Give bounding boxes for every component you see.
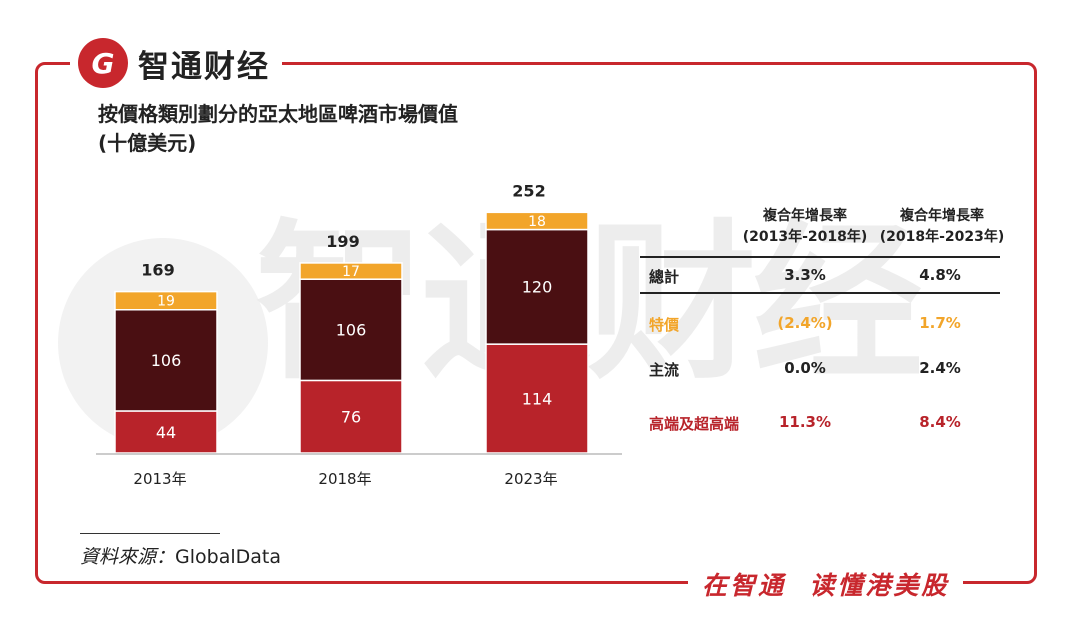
- brand-logo-icon: G: [78, 38, 128, 88]
- row-premium-v1: 11.3%: [778, 413, 832, 431]
- source-rule: [80, 533, 220, 534]
- row-total-v1: 3.3%: [784, 266, 826, 284]
- row-mainstream-v1: 0.0%: [784, 359, 826, 377]
- bar-label-discount-0: 19: [157, 294, 175, 310]
- cagr-header-col2: 複合年增長率 (2018年-2023年): [872, 206, 1012, 248]
- cagr-header-col2-line1: 複合年增長率: [900, 208, 984, 224]
- cagr-header-col1: 複合年增長率 (2013年-2018年): [735, 206, 875, 248]
- bar-premium-2: [485, 343, 589, 454]
- brand-header: G 智通财经: [70, 36, 282, 90]
- chart-title-line2: (十億美元): [98, 131, 197, 155]
- stacked-bar-chart: 44 106 19 169 2013年 76 106 17 199 2018年 114 120 18 25…: [96, 181, 622, 488]
- bar-label-premium-1: 76: [341, 407, 361, 426]
- bar-mainstream-2: [485, 228, 589, 345]
- total-label-2: 252: [512, 181, 545, 200]
- bar-premium-1: [299, 379, 403, 454]
- bar-discount-0: [114, 290, 218, 311]
- bar-label-mainstream-0: 106: [151, 351, 182, 370]
- table-rule-mid: [640, 292, 1000, 294]
- row-discount-v1: (2.4%): [777, 314, 833, 332]
- table-rule-top: [640, 256, 1000, 258]
- x-tick-1: 2018年: [318, 470, 371, 488]
- row-discount-v2: 1.7%: [919, 314, 961, 332]
- brand-name: 智通财经: [138, 48, 270, 85]
- bar-label-mainstream-1: 106: [336, 321, 367, 340]
- bar-discount-2: [485, 211, 589, 231]
- chart-title-line1: 按價格類別劃分的亞太地區啤酒市場價值: [98, 102, 458, 126]
- cagr-header-col1-line1: 複合年增長率: [763, 208, 847, 224]
- slogan-banner: 在智通 读懂港美股: [688, 566, 964, 602]
- source-note: 資料來源：GlobalData: [80, 542, 281, 569]
- row-premium-v2: 8.4%: [919, 413, 961, 431]
- content-frame: [35, 62, 1037, 584]
- row-discount-label: 特價: [649, 316, 680, 334]
- bar-label-mainstream-2: 120: [522, 278, 553, 297]
- source-value: GlobalData: [175, 546, 281, 568]
- row-mainstream-label: 主流: [649, 361, 680, 379]
- cagr-header-col1-line2: (2013年-2018年): [742, 229, 868, 245]
- total-label-0: 169: [141, 261, 174, 280]
- bar-label-discount-2: 18: [528, 214, 546, 230]
- bar-mainstream-0: [114, 309, 218, 412]
- row-premium-label: 高端及超高端: [649, 415, 740, 433]
- bar-label-premium-0: 44: [156, 423, 176, 442]
- x-tick-2: 2023年: [504, 470, 557, 488]
- source-label: 資料來源：: [80, 546, 176, 568]
- row-total-label: 總計: [649, 268, 680, 286]
- bar-label-premium-2: 114: [522, 389, 553, 408]
- chart-title: 按價格類別劃分的亞太地區啤酒市場價值 (十億美元): [98, 100, 458, 158]
- row-total-v2: 4.8%: [919, 266, 961, 284]
- bar-mainstream-1: [299, 278, 403, 382]
- cagr-header-col2-line2: (2018年-2023年): [879, 229, 1005, 245]
- bar-discount-1: [299, 262, 403, 280]
- bar-premium-0: [114, 410, 218, 454]
- total-label-1: 199: [326, 232, 359, 251]
- bar-label-discount-1: 17: [342, 264, 360, 280]
- row-mainstream-v2: 2.4%: [919, 359, 961, 377]
- slogan-text: 在智通 读懂港美股: [702, 571, 950, 600]
- x-tick-0: 2013年: [133, 470, 186, 488]
